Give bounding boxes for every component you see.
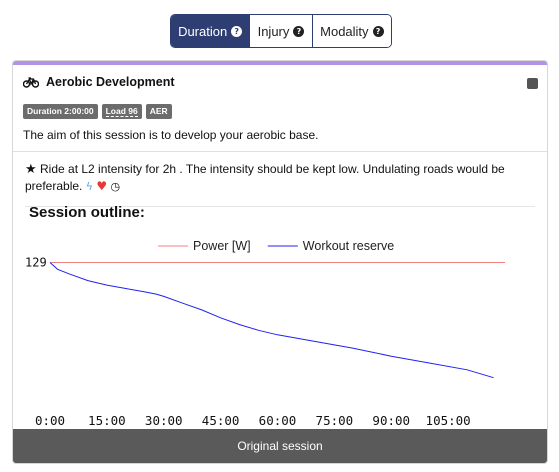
x-tick-label: 0:00 — [35, 413, 65, 427]
help-icon: ? — [372, 25, 384, 37]
card-header: Aerobic Development — [23, 75, 175, 89]
x-tick-label: 105:00 — [426, 413, 471, 427]
x-tick-label: 90:00 — [372, 413, 410, 427]
original-session-button[interactable]: Original session — [13, 429, 547, 463]
tab-injury-label: Injury — [257, 23, 290, 39]
series-line — [49, 262, 494, 379]
legend-label: Power [W] — [193, 239, 251, 253]
legend-label: Workout reserve — [303, 239, 395, 253]
duration-tag: Duration 2:00:00 — [23, 104, 98, 119]
tab-modality-label: Modality — [320, 23, 369, 39]
original-session-label: Original session — [237, 439, 323, 453]
bolt-icon: ϟ — [85, 180, 93, 193]
card-accent-bar — [13, 61, 547, 65]
description-text: Ride at L2 intensity for 2h . The intens… — [25, 162, 505, 193]
card-title: Aerobic Development — [46, 75, 175, 89]
tab-duration-label: Duration — [178, 23, 228, 39]
session-description: ★ Ride at L2 intensity for 2h . The inte… — [25, 161, 535, 195]
x-tick-label: 30:00 — [145, 413, 183, 427]
tab-bar: Duration ? Injury ? Modality ? — [170, 14, 392, 48]
clock-icon: ◷ — [110, 180, 121, 193]
y-tick-label: 129 — [25, 256, 47, 270]
divider — [25, 206, 535, 207]
help-icon: ? — [231, 25, 243, 37]
x-tick-label: 75:00 — [316, 413, 354, 427]
divider — [13, 151, 547, 152]
tab-injury[interactable]: Injury ? — [249, 15, 312, 47]
select-square-button[interactable] — [527, 78, 538, 89]
session-outline-chart: Power [W] Workout reserve 129 0:00 15:00 30:0… — [25, 239, 505, 427]
tag-list: Duration 2:00:00 Load 96 AER — [23, 104, 172, 119]
help-icon: ? — [293, 25, 305, 37]
tab-duration[interactable]: Duration ? — [171, 15, 250, 47]
outline-title: Session outline: — [29, 204, 145, 221]
bike-icon — [23, 77, 39, 88]
session-card: Aerobic Development Duration 2:00:00 Loa… — [12, 60, 548, 464]
star-icon: ★ — [25, 162, 37, 177]
load-tag-label: Load 96 — [105, 106, 138, 117]
x-tick-label: 45:00 — [202, 413, 240, 427]
load-tag[interactable]: Load 96 — [101, 104, 142, 119]
heart-icon: ♥ — [96, 179, 108, 193]
x-tick-label: 60:00 — [259, 413, 297, 427]
type-tag: AER — [145, 104, 172, 119]
x-tick-label: 15:00 — [88, 413, 126, 427]
aim-text: The aim of this session is to develop yo… — [23, 128, 319, 142]
tab-modality[interactable]: Modality ? — [311, 15, 391, 47]
